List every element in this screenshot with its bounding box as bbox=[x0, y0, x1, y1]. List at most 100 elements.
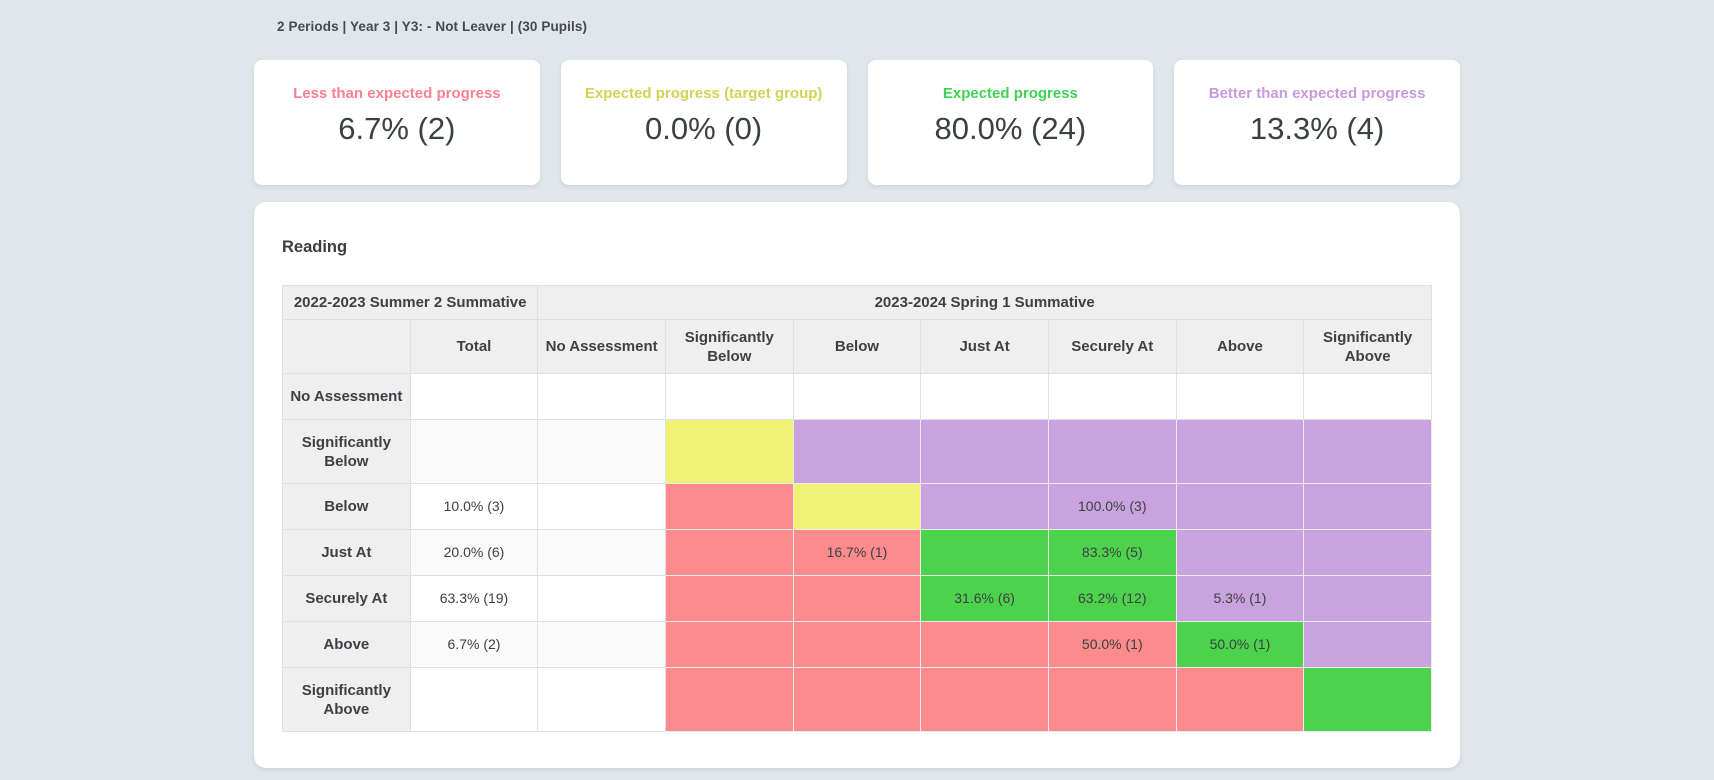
summary-card-value: 80.0% (24) bbox=[934, 111, 1087, 146]
column-header-significantly-below: Significantly Below bbox=[664, 319, 794, 374]
total-cell bbox=[409, 667, 539, 732]
matrix-cell bbox=[1175, 373, 1305, 420]
matrix-cell: 100.0% (3) bbox=[1047, 483, 1177, 530]
summary-card-label: Expected progress bbox=[942, 85, 1078, 102]
prior-period-header: 2022-2023 Summer 2 Summative bbox=[281, 285, 539, 320]
matrix-cell bbox=[792, 483, 922, 530]
matrix-cell: 50.0% (1) bbox=[1047, 621, 1177, 668]
matrix-cell bbox=[537, 373, 666, 420]
total-cell bbox=[409, 419, 539, 484]
matrix-cell bbox=[664, 529, 794, 576]
total-cell bbox=[409, 373, 539, 420]
matrix-cell bbox=[1175, 419, 1305, 484]
matrix-panel: Reading 2022-2023 Summer 2 Summative 202… bbox=[254, 202, 1460, 768]
column-header-just-at: Just At bbox=[920, 319, 1049, 374]
summary-card-value: 6.7% (2) bbox=[338, 111, 456, 146]
matrix-cell bbox=[537, 419, 666, 484]
column-header-significantly-above: Significantly Above bbox=[1303, 319, 1432, 374]
column-header-below: Below bbox=[792, 319, 922, 374]
matrix-cell bbox=[920, 667, 1049, 732]
matrix-cell: 31.6% (6) bbox=[920, 575, 1049, 622]
matrix-cell bbox=[537, 529, 666, 576]
matrix-row: Above 6.7% (2) 50.0% (1) 50.0% (1) bbox=[282, 621, 1432, 668]
summary-cards: Less than expected progress 6.7% (2) Exp… bbox=[254, 60, 1460, 185]
matrix-cell bbox=[792, 575, 922, 622]
summary-card-value: 13.3% (4) bbox=[1249, 111, 1385, 146]
matrix-cell: 50.0% (1) bbox=[1175, 621, 1305, 668]
matrix-cell bbox=[1303, 373, 1432, 420]
matrix-cell bbox=[920, 373, 1049, 420]
row-label: Significantly Above bbox=[282, 667, 411, 732]
current-period-header: 2023-2024 Spring 1 Summative bbox=[537, 285, 1432, 320]
matrix-cell bbox=[1175, 529, 1305, 576]
summary-card-expected-target-group: Expected progress (target group) 0.0% (0… bbox=[560, 60, 847, 185]
row-label: Securely At bbox=[282, 575, 411, 622]
matrix-cell bbox=[664, 483, 794, 530]
row-label: No Assessment bbox=[282, 373, 411, 420]
matrix-cell bbox=[664, 667, 794, 732]
matrix-cell: 83.3% (5) bbox=[1047, 529, 1177, 576]
total-cell: 6.7% (2) bbox=[409, 621, 539, 668]
total-cell: 20.0% (6) bbox=[409, 529, 539, 576]
matrix-row: Significantly Below bbox=[282, 419, 1432, 484]
matrix-cell bbox=[792, 667, 922, 732]
matrix-cell bbox=[920, 483, 1049, 530]
breadcrumb: 2 Periods | Year 3 | Y3: - Not Leaver | … bbox=[277, 19, 588, 34]
matrix-cell: 63.2% (12) bbox=[1047, 575, 1177, 622]
summary-card-label: Expected progress (target group) bbox=[584, 85, 823, 102]
matrix-cell bbox=[664, 621, 794, 668]
matrix-title: Reading bbox=[282, 238, 348, 256]
column-header-blank bbox=[282, 319, 411, 374]
matrix-row: Just At 20.0% (6) 16.7% (1) 83.3% (5) bbox=[282, 529, 1432, 576]
summary-card-better-than-expected: Better than expected progress 13.3% (4) bbox=[1174, 60, 1460, 185]
matrix-cell bbox=[537, 483, 666, 530]
column-header-no-assessment: No Assessment bbox=[537, 319, 666, 374]
matrix-cell bbox=[792, 373, 922, 420]
matrix-cell bbox=[1175, 483, 1305, 530]
matrix-cell bbox=[920, 621, 1049, 668]
summary-card-less-than-expected: Less than expected progress 6.7% (2) bbox=[254, 60, 540, 185]
summary-card-label: Better than expected progress bbox=[1208, 85, 1426, 102]
matrix-cell bbox=[1047, 373, 1177, 420]
matrix-cell bbox=[1303, 483, 1432, 530]
matrix-cell bbox=[537, 575, 666, 622]
column-header-total: Total bbox=[409, 319, 539, 374]
total-cell: 63.3% (19) bbox=[409, 575, 539, 622]
column-header-row: Total No Assessment Significantly Below … bbox=[282, 319, 1432, 374]
matrix-cell bbox=[1303, 419, 1432, 484]
row-label: Significantly Below bbox=[282, 419, 411, 484]
matrix-cell bbox=[664, 373, 794, 420]
page-container: 2 Periods | Year 3 | Y3: - Not Leaver | … bbox=[254, 0, 1460, 768]
matrix-row: Below 10.0% (3) 100.0% (3) bbox=[282, 483, 1432, 530]
matrix-cell bbox=[537, 667, 666, 732]
matrix-cell bbox=[1303, 529, 1432, 576]
matrix-cell bbox=[537, 621, 666, 668]
matrix-cell bbox=[1047, 419, 1177, 484]
column-header-above: Above bbox=[1175, 319, 1305, 374]
summary-card-value: 0.0% (0) bbox=[645, 111, 763, 146]
matrix-cell bbox=[1175, 667, 1305, 732]
total-cell: 10.0% (3) bbox=[409, 483, 539, 530]
matrix-row: Significantly Above bbox=[282, 667, 1432, 732]
column-header-securely-at: Securely At bbox=[1047, 319, 1177, 374]
matrix-cell bbox=[920, 419, 1049, 484]
matrix-cell bbox=[792, 621, 922, 668]
matrix-row: Securely At 63.3% (19) 31.6% (6) 63.2% (12)… bbox=[282, 575, 1432, 622]
matrix-cell bbox=[1303, 621, 1432, 668]
matrix-cell bbox=[792, 419, 922, 484]
matrix-cell bbox=[1303, 667, 1432, 732]
matrix-row: No Assessment bbox=[282, 373, 1432, 420]
matrix-cell bbox=[664, 419, 794, 484]
matrix-cell bbox=[920, 529, 1049, 576]
matrix-cell bbox=[1303, 575, 1432, 622]
matrix-cell bbox=[664, 575, 794, 622]
matrix-cell: 5.3% (1) bbox=[1175, 575, 1305, 622]
row-label: Just At bbox=[282, 529, 411, 576]
summary-card-label: Less than expected progress bbox=[293, 85, 501, 102]
row-label: Below bbox=[282, 483, 411, 530]
progress-matrix-table: 2022-2023 Summer 2 Summative 2023-2024 S… bbox=[281, 285, 1432, 732]
row-label: Above bbox=[282, 621, 411, 668]
period-header-row: 2022-2023 Summer 2 Summative 2023-2024 S… bbox=[281, 285, 1432, 320]
matrix-cell: 16.7% (1) bbox=[792, 529, 922, 576]
matrix-cell bbox=[1047, 667, 1177, 732]
